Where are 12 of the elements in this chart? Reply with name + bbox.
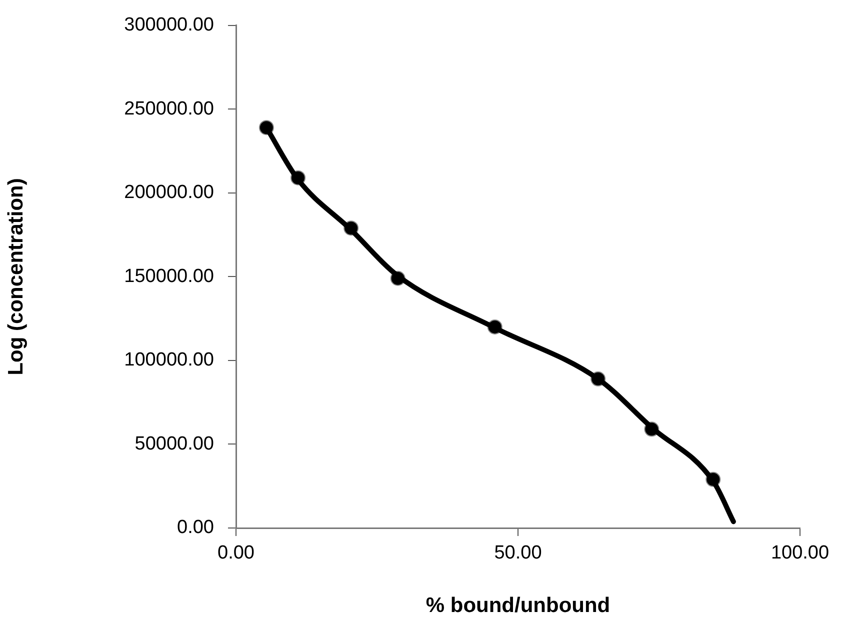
x-axis-title: % bound/unbound — [426, 594, 610, 618]
x-tick-label: 50.00 — [494, 542, 542, 564]
y-tick-label: 250000.00 — [124, 98, 214, 120]
y-tick-label: 300000.00 — [124, 14, 214, 36]
y-tick-label: 0.00 — [177, 517, 214, 538]
y-tick-label: 200000.00 — [124, 182, 214, 204]
y-tick-label: 50000.00 — [134, 433, 214, 454]
y-axis-title: Log (concentration) — [4, 178, 28, 376]
y-tick-label: 100000.00 — [124, 350, 214, 371]
x-tick-label: 0.00 — [218, 542, 254, 564]
y-tick-label: 150000.00 — [124, 266, 214, 287]
x-tick-label: 100.00 — [770, 542, 830, 564]
